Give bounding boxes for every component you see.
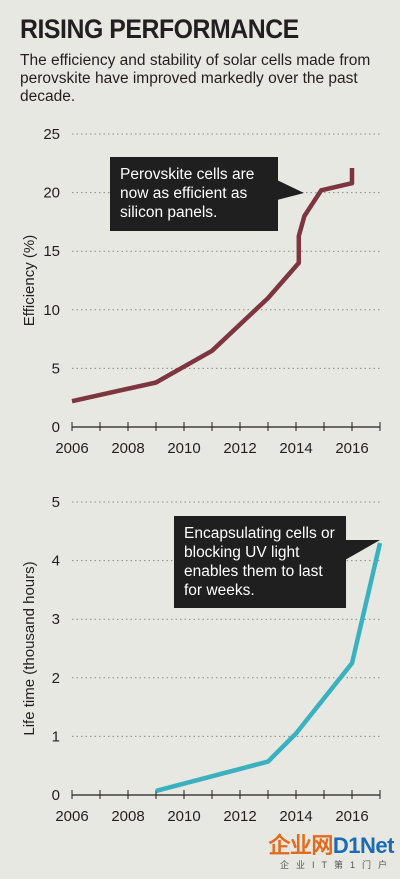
x-tick-label: 2012: [223, 440, 256, 457]
y-tick-label: 15: [43, 243, 60, 260]
annotation-pointer: [345, 540, 380, 560]
efficiency-chart: 0 5 10 15 20 25 2006 2008 2010 2012 2014 2016 Effici…: [21, 126, 381, 457]
y-tick-label: 3: [52, 611, 60, 628]
y-tick-label: 5: [52, 494, 60, 511]
watermark-brand-a: 企业网: [268, 833, 333, 858]
x-tick-label: 2010: [167, 440, 200, 457]
y-tick-label: 2: [52, 670, 60, 687]
x-tick-label: 2010: [167, 808, 200, 825]
series-line: [155, 542, 383, 794]
lifetime-annotation: Encapsulating cells or blocking UV light…: [174, 516, 346, 608]
annotation-pointer: [277, 180, 304, 200]
page-subtitle: The efficiency and stability of solar ce…: [20, 52, 371, 105]
x-tick-label: 2016: [335, 808, 368, 825]
y-tick-label: 0: [52, 419, 60, 436]
y-tick-label: 10: [43, 302, 60, 319]
efficiency-annotation: Perovskite cells are now as efficient as…: [110, 157, 278, 231]
y-axis-label: Efficiency (%): [21, 235, 38, 326]
watermark-sub: 企业IT第1门户: [279, 860, 394, 870]
x-tick-label: 2006: [55, 440, 88, 457]
y-tick-label: 4: [52, 553, 60, 570]
x-tick-label: 2016: [335, 440, 368, 457]
y-tick-label: 0: [52, 787, 60, 804]
watermark-logo: 企业网D1Net 企业IT第1门户: [268, 828, 394, 871]
x-tick-label: 2008: [111, 440, 144, 457]
y-tick-label: 5: [52, 360, 60, 377]
y-axis-label: Life time (thousand hours): [21, 561, 38, 735]
x-tick-label: 2006: [55, 808, 88, 825]
y-tick-label: 25: [43, 126, 60, 143]
watermark-brand-b: D1Net: [332, 833, 395, 858]
x-tick-label: 2014: [279, 808, 312, 825]
x-tick-label: 2008: [111, 808, 144, 825]
y-tick-label: 20: [43, 185, 60, 202]
x-tick-label: 2012: [223, 808, 256, 825]
x-tick-label: 2014: [279, 440, 312, 457]
y-tick-label: 1: [52, 728, 60, 745]
page-title: RISING PERFORMANCE: [20, 14, 299, 44]
series-line: [71, 168, 355, 404]
